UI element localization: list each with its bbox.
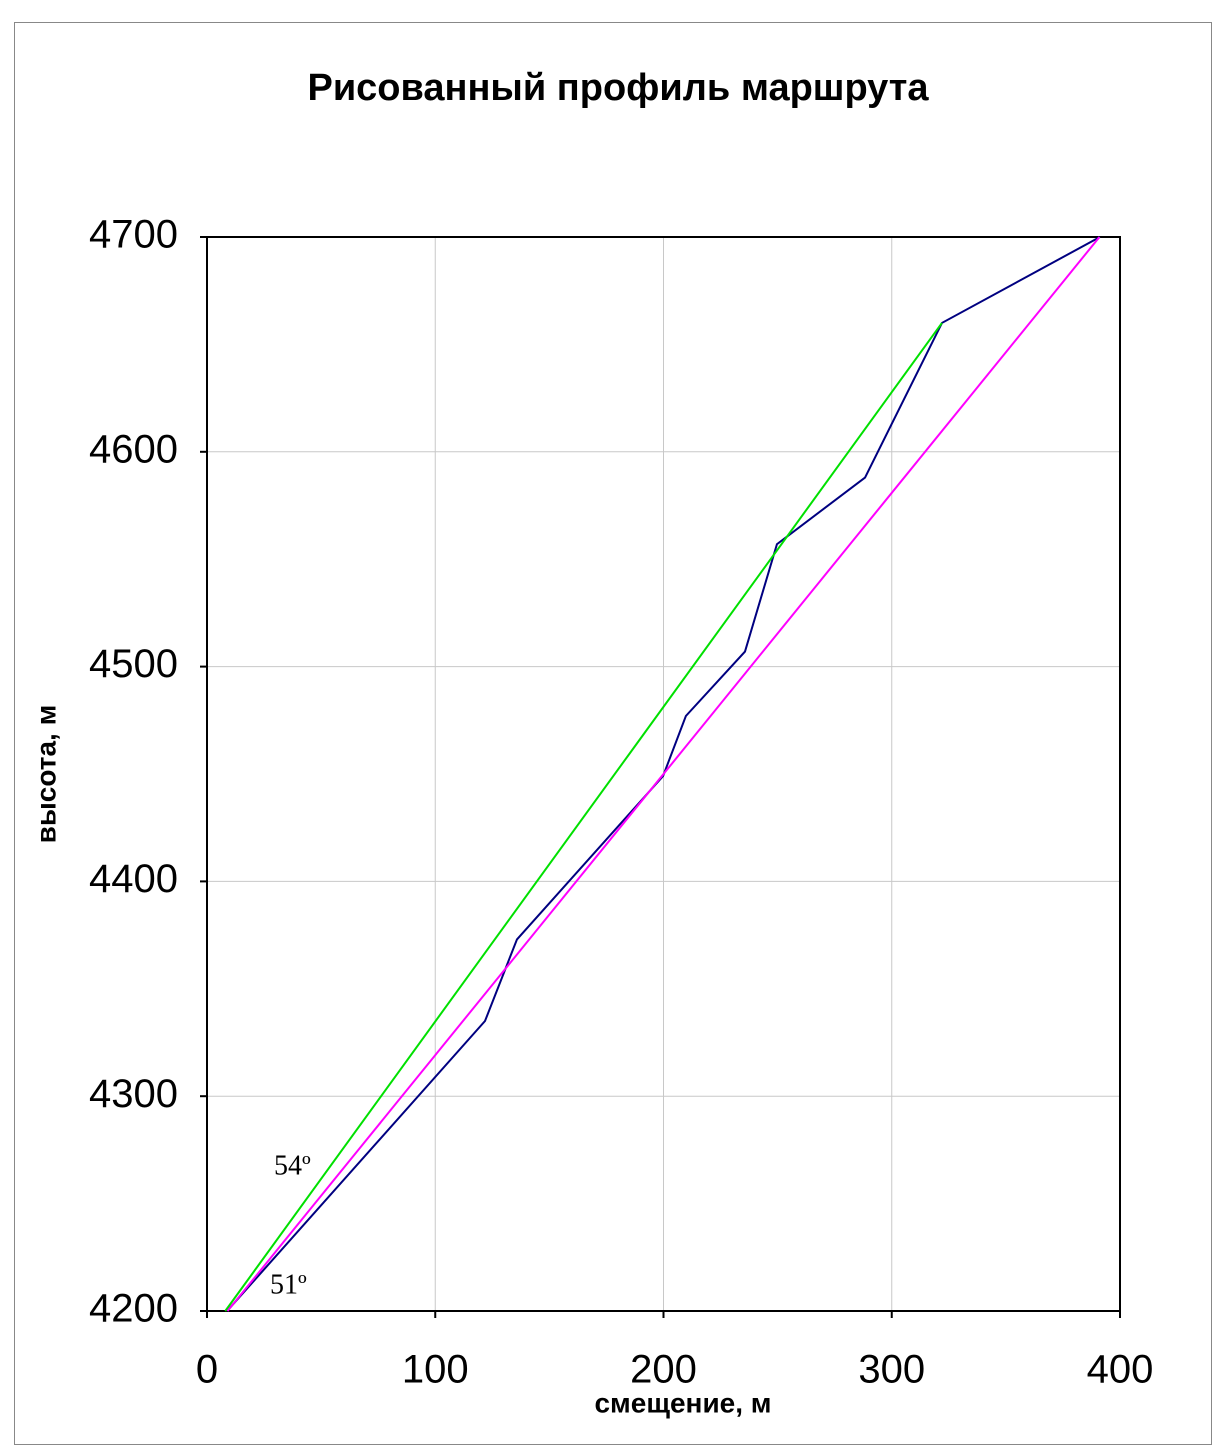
x-axis-label: смещение, м [594,1387,771,1418]
y-axis-label: высота, м [30,705,61,844]
x-tick-label: 100 [402,1348,469,1392]
series-line [224,322,943,1312]
x-tick-label: 300 [858,1348,925,1392]
angle-annotation: 54º [274,1150,311,1181]
x-tick-label: 0 [196,1348,218,1392]
plot-border [206,236,1121,1312]
series-line [226,236,1101,1312]
y-tick-label: 4400 [89,857,178,901]
angle-annotation: 51º [270,1269,307,1300]
y-tick-label: 4300 [89,1072,178,1116]
x-tick-label: 400 [1087,1348,1154,1392]
x-tick-label: 200 [630,1348,697,1392]
y-tick-label: 4500 [89,642,178,686]
chart-title: Рисованный профиль маршрута [307,67,929,109]
y-tick-label: 4200 [89,1287,178,1331]
y-tick-label: 4700 [89,213,178,257]
y-tick-label: 4600 [89,427,178,471]
series-line [226,236,1101,1312]
